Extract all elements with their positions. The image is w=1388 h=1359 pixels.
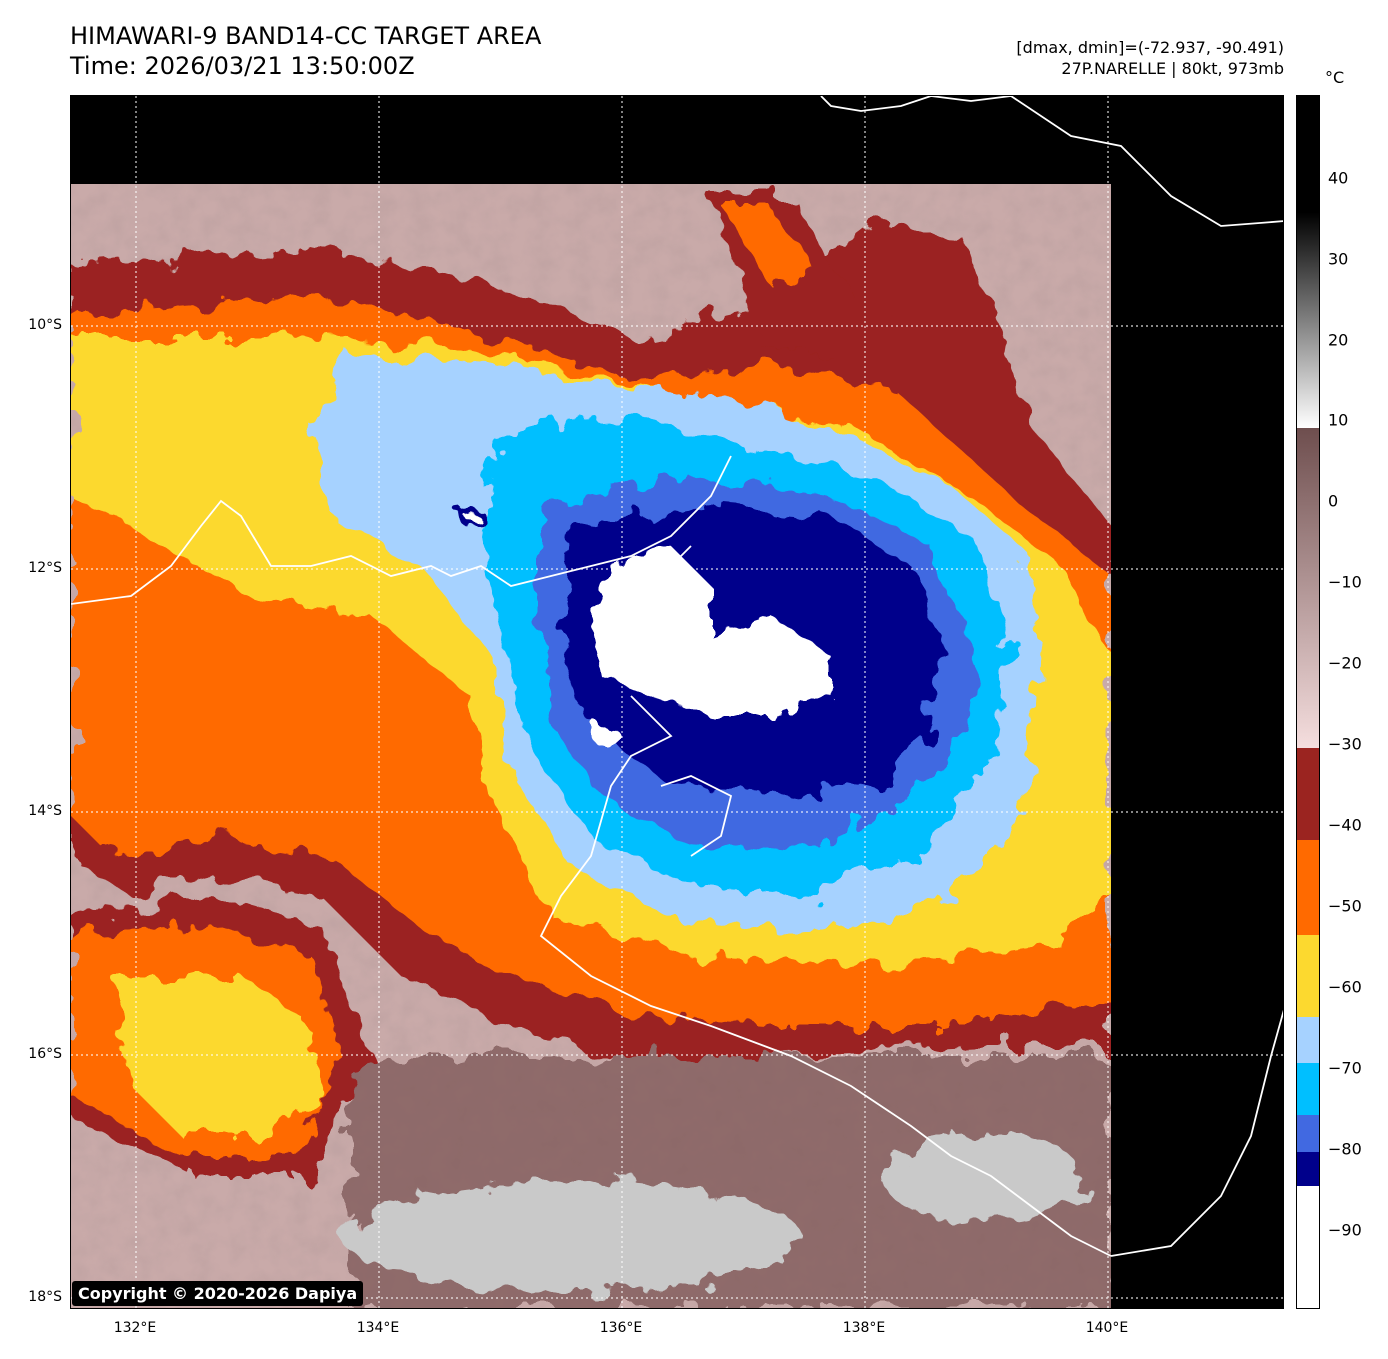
timestamp: Time: 2026/03/21 13:50:00Z xyxy=(70,52,415,80)
colorbar-unit: °C xyxy=(1325,68,1345,87)
x-tick-label: 134°E xyxy=(356,1320,400,1336)
colorbar-tick: −10 xyxy=(1328,572,1362,592)
colorbar-tick: −90 xyxy=(1328,1220,1362,1240)
colorbar-tick: −40 xyxy=(1328,815,1362,835)
ir-imagery xyxy=(71,96,1283,1308)
colorbar-tick: 40 xyxy=(1328,168,1349,188)
y-tick-label: 18°S xyxy=(28,1289,62,1305)
y-tick-label: 12°S xyxy=(28,560,62,576)
colorbar xyxy=(1296,95,1320,1309)
x-tick-label: 138°E xyxy=(842,1320,886,1336)
colorbar-tick: −80 xyxy=(1328,1139,1362,1159)
colorbar-tick: 10 xyxy=(1328,410,1349,430)
copyright-label: Copyright © 2020-2026 Dapiya xyxy=(72,1281,364,1306)
x-tick-label: 140°E xyxy=(1085,1320,1129,1336)
colorbar-gradient xyxy=(1297,96,1319,1308)
y-tick-label: 14°S xyxy=(28,803,62,819)
colorbar-tick: −30 xyxy=(1328,734,1362,754)
chart-title: HIMAWARI-9 BAND14-CC TARGET AREA xyxy=(70,22,542,50)
satellite-image xyxy=(70,95,1284,1309)
colorbar-tick: 30 xyxy=(1328,249,1349,269)
y-tick-label: 16°S xyxy=(28,1046,62,1062)
x-tick-label: 132°E xyxy=(113,1320,157,1336)
colorbar-tick: 0 xyxy=(1328,491,1339,511)
colorbar-tick: −20 xyxy=(1328,653,1362,673)
colorbar-tick: −70 xyxy=(1328,1058,1362,1078)
colorbar-tick: 20 xyxy=(1328,330,1349,350)
colorbar-tick: −50 xyxy=(1328,896,1362,916)
temperature-range: [dmax, dmin]=(-72.937, -90.491) xyxy=(1016,38,1284,57)
colorbar-tick: −60 xyxy=(1328,977,1362,997)
y-tick-label: 10°S xyxy=(28,317,62,333)
x-tick-label: 136°E xyxy=(599,1320,643,1336)
storm-info: 27P.NARELLE | 80kt, 973mb xyxy=(1061,59,1284,78)
